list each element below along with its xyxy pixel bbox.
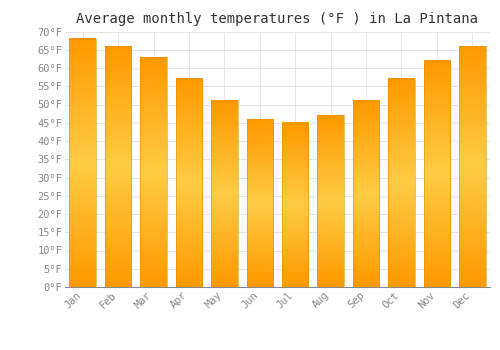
Bar [282,123,308,287]
Bar [353,101,380,287]
Bar [282,123,308,287]
Bar [105,46,132,287]
Bar [388,79,414,287]
Bar [318,116,344,287]
Bar [318,116,344,287]
Bar [140,57,167,287]
Bar [105,46,132,287]
Bar [176,79,202,287]
Bar [388,79,414,287]
Bar [459,46,485,287]
Bar [424,61,450,287]
Bar [353,101,380,287]
Bar [459,46,485,287]
Bar [246,119,273,287]
Bar [176,79,202,287]
Bar [70,39,96,287]
Bar [246,119,273,287]
Bar [211,101,238,287]
Bar [424,61,450,287]
Bar [211,101,238,287]
Bar [70,39,96,287]
Title: Average monthly temperatures (°F ) in La Pintana: Average monthly temperatures (°F ) in La… [76,12,478,26]
Bar [140,57,167,287]
